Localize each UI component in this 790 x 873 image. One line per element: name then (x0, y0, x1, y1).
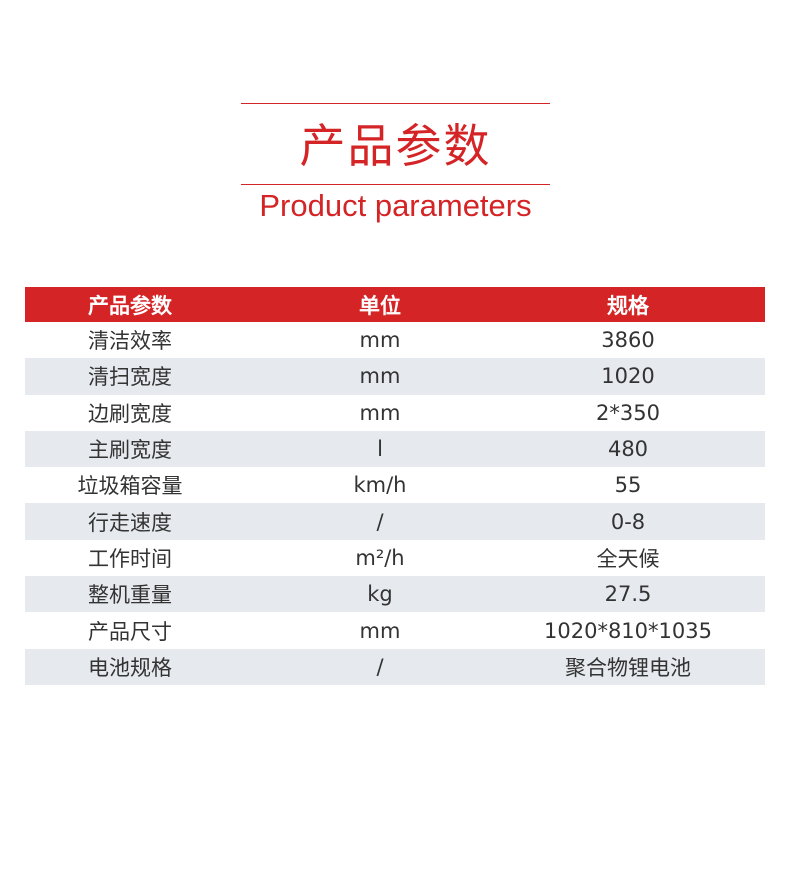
header-unit: 单位 (359, 293, 401, 318)
table-row: 清洁效率 mm 3860 (25, 322, 765, 358)
page-title-cn: 产品参数 (299, 119, 492, 173)
cell-param: 工作时间 (88, 546, 172, 571)
header-param: 产品参数 (88, 293, 172, 318)
middle-divider (241, 184, 550, 185)
cell-spec: 全天候 (596, 546, 660, 571)
cell-param: 行走速度 (88, 510, 172, 535)
table-row: 整机重量 kg 27.5 (25, 576, 765, 613)
cell-spec: 1020 (601, 364, 655, 389)
cell-unit: / (376, 654, 384, 679)
cell-param: 清洁效率 (88, 329, 172, 354)
cell-param: 边刷宽度 (88, 401, 172, 426)
table-row: 行走速度 / 0-8 (25, 503, 765, 540)
cell-spec: 0-8 (610, 509, 646, 534)
cell-spec: 27.5 (604, 582, 652, 607)
cell-unit: mm (359, 364, 401, 389)
cell-param: 清扫宽度 (88, 365, 172, 390)
table-row: 边刷宽度 mm 2*350 (25, 395, 765, 431)
header-spec: 规格 (607, 293, 649, 318)
cell-param: 电池规格 (88, 655, 172, 680)
cell-unit: mm (359, 618, 401, 643)
page-title-en: Product parameters (259, 188, 532, 223)
cell-param: 整机重量 (88, 583, 172, 608)
cell-spec: 480 (607, 437, 649, 462)
title-block: 产品参数 Product parameters (241, 103, 550, 226)
cell-spec: 1020*810*1035 (544, 618, 712, 643)
cell-param: 产品尺寸 (88, 619, 172, 644)
top-divider (241, 103, 550, 104)
table-row: 工作时间 m²/h 全天候 (25, 540, 765, 576)
cell-spec: 2*350 (596, 400, 660, 425)
table-row: 电池规格 / 聚合物锂电池 (25, 648, 765, 685)
table-row: 清扫宽度 mm 1020 (25, 358, 765, 395)
cell-spec: 聚合物锂电池 (565, 655, 691, 680)
parameters-table: 产品参数 单位 规格 清洁效率 mm 3860 清扫宽度 mm 1020 边刷宽度 mm 2*3… (25, 287, 765, 685)
cell-spec: 3860 (601, 328, 655, 353)
cell-param: 主刷宽度 (88, 438, 172, 463)
cell-unit: km/h (353, 473, 407, 498)
cell-unit: mm (359, 400, 401, 425)
table-row: 产品尺寸 mm 1020*810*1035 (25, 612, 765, 648)
cell-unit: kg (367, 582, 393, 607)
table-row: 垃圾箱容量 km/h 55 (25, 467, 765, 503)
cell-unit: m²/h (355, 545, 405, 570)
cell-unit: l (377, 437, 383, 462)
table-header: 产品参数 单位 规格 (25, 287, 765, 322)
cell-unit: mm (359, 328, 401, 353)
cell-param: 垃圾箱容量 (77, 474, 183, 499)
cell-spec: 55 (614, 473, 642, 498)
table-row: 主刷宽度 l 480 (25, 430, 765, 468)
cell-unit: / (376, 509, 384, 534)
